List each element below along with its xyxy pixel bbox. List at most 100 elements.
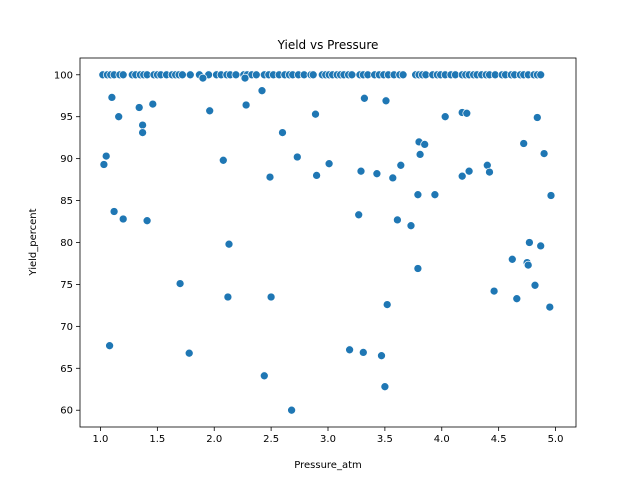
data-point bbox=[358, 348, 368, 357]
x-tick-label: 2.0 bbox=[206, 434, 222, 445]
x-tick-label: 5.0 bbox=[548, 434, 564, 445]
data-point bbox=[360, 93, 369, 103]
y-tick-label: 85 bbox=[60, 196, 73, 207]
data-point bbox=[118, 214, 128, 224]
data-point bbox=[512, 294, 522, 304]
data-point bbox=[372, 169, 382, 179]
data-point bbox=[388, 173, 398, 183]
data-point bbox=[251, 70, 261, 80]
data-point bbox=[536, 70, 546, 80]
data-point bbox=[105, 341, 114, 351]
data-point bbox=[356, 166, 366, 176]
x-tick-label: 3.5 bbox=[377, 434, 393, 445]
data-point bbox=[347, 70, 357, 80]
data-point bbox=[218, 155, 228, 165]
data-point bbox=[311, 109, 320, 119]
data-point bbox=[259, 371, 269, 381]
y-axis-title: Yield_percent bbox=[28, 208, 39, 276]
data-point bbox=[240, 73, 250, 83]
data-point bbox=[523, 260, 533, 270]
data-point bbox=[532, 113, 542, 122]
y-tick-label: 90 bbox=[60, 154, 73, 165]
data-point bbox=[184, 348, 194, 358]
data-point bbox=[138, 128, 147, 137]
data-point bbox=[382, 300, 392, 309]
data-point bbox=[99, 160, 109, 169]
x-tick-label: 4.0 bbox=[434, 434, 450, 445]
data-point bbox=[536, 241, 546, 251]
data-point bbox=[396, 160, 406, 170]
data-point bbox=[413, 190, 423, 200]
data-point bbox=[257, 86, 267, 96]
data-point bbox=[377, 351, 386, 361]
data-point bbox=[118, 70, 128, 80]
data-point bbox=[413, 264, 423, 273]
data-point bbox=[519, 139, 529, 148]
data-point bbox=[489, 286, 499, 296]
data-point bbox=[223, 292, 233, 302]
data-point bbox=[101, 151, 111, 161]
x-tick-label: 3.0 bbox=[320, 434, 336, 445]
data-point bbox=[107, 93, 117, 102]
y-tick-label: 70 bbox=[60, 322, 73, 333]
data-point bbox=[462, 108, 472, 118]
data-point bbox=[546, 191, 556, 200]
data-point bbox=[205, 106, 215, 116]
y-tick-label: 100 bbox=[54, 70, 73, 81]
y-tick-label: 60 bbox=[60, 406, 73, 417]
data-point bbox=[457, 171, 467, 181]
data-point bbox=[415, 150, 425, 159]
data-point bbox=[393, 215, 402, 225]
data-point bbox=[278, 128, 287, 137]
data-point bbox=[308, 70, 318, 80]
data-point bbox=[398, 70, 408, 80]
data-point bbox=[148, 99, 158, 109]
data-point bbox=[231, 70, 241, 80]
points-layer bbox=[98, 70, 556, 415]
data-point bbox=[545, 302, 555, 312]
data-point bbox=[198, 73, 208, 83]
data-point bbox=[525, 238, 534, 247]
data-point bbox=[530, 280, 540, 290]
y-axis: 60 65 70 75 80 85 90 95 100 bbox=[54, 70, 80, 417]
data-point bbox=[464, 166, 474, 176]
data-point bbox=[380, 382, 390, 392]
data-point bbox=[224, 239, 234, 249]
data-point bbox=[287, 405, 296, 415]
y-tick-label: 65 bbox=[60, 364, 73, 375]
data-point bbox=[266, 292, 276, 302]
data-point bbox=[185, 70, 195, 80]
x-axis: 1.0 1.5 2.0 2.5 3.0 3.5 4.0 4.5 5.0 bbox=[93, 427, 564, 445]
y-tick-label: 95 bbox=[60, 112, 73, 123]
x-tick-label: 2.5 bbox=[263, 434, 279, 445]
data-point bbox=[354, 210, 364, 220]
data-point bbox=[142, 216, 152, 226]
chart-title: Yield vs Pressure bbox=[277, 38, 379, 52]
data-point bbox=[345, 345, 354, 355]
x-axis-title: Pressure_atm bbox=[294, 460, 362, 471]
x-tick-label: 1.0 bbox=[93, 434, 109, 445]
x-tick-label: 4.5 bbox=[491, 434, 507, 445]
data-point bbox=[539, 149, 549, 158]
data-point bbox=[134, 103, 144, 112]
data-point bbox=[507, 254, 517, 264]
data-point bbox=[175, 279, 185, 288]
x-tick-label: 1.5 bbox=[149, 434, 165, 445]
data-point bbox=[265, 172, 275, 182]
y-tick-label: 75 bbox=[60, 280, 73, 291]
data-point bbox=[109, 207, 119, 216]
data-point bbox=[138, 120, 147, 130]
data-point bbox=[485, 167, 494, 177]
data-point bbox=[178, 70, 187, 80]
data-point bbox=[440, 112, 450, 122]
y-tick-label: 80 bbox=[60, 238, 73, 249]
data-point bbox=[312, 171, 321, 180]
data-point bbox=[292, 152, 302, 162]
data-point bbox=[324, 159, 334, 169]
data-point bbox=[420, 140, 430, 149]
data-point bbox=[381, 96, 391, 106]
data-point bbox=[241, 100, 251, 110]
data-point bbox=[430, 190, 440, 200]
